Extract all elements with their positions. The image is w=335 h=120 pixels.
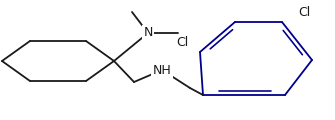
Text: N: N [143,27,153,39]
Text: Cl: Cl [176,36,188,48]
Text: NH: NH [153,63,172,77]
Text: Cl: Cl [298,6,310,18]
